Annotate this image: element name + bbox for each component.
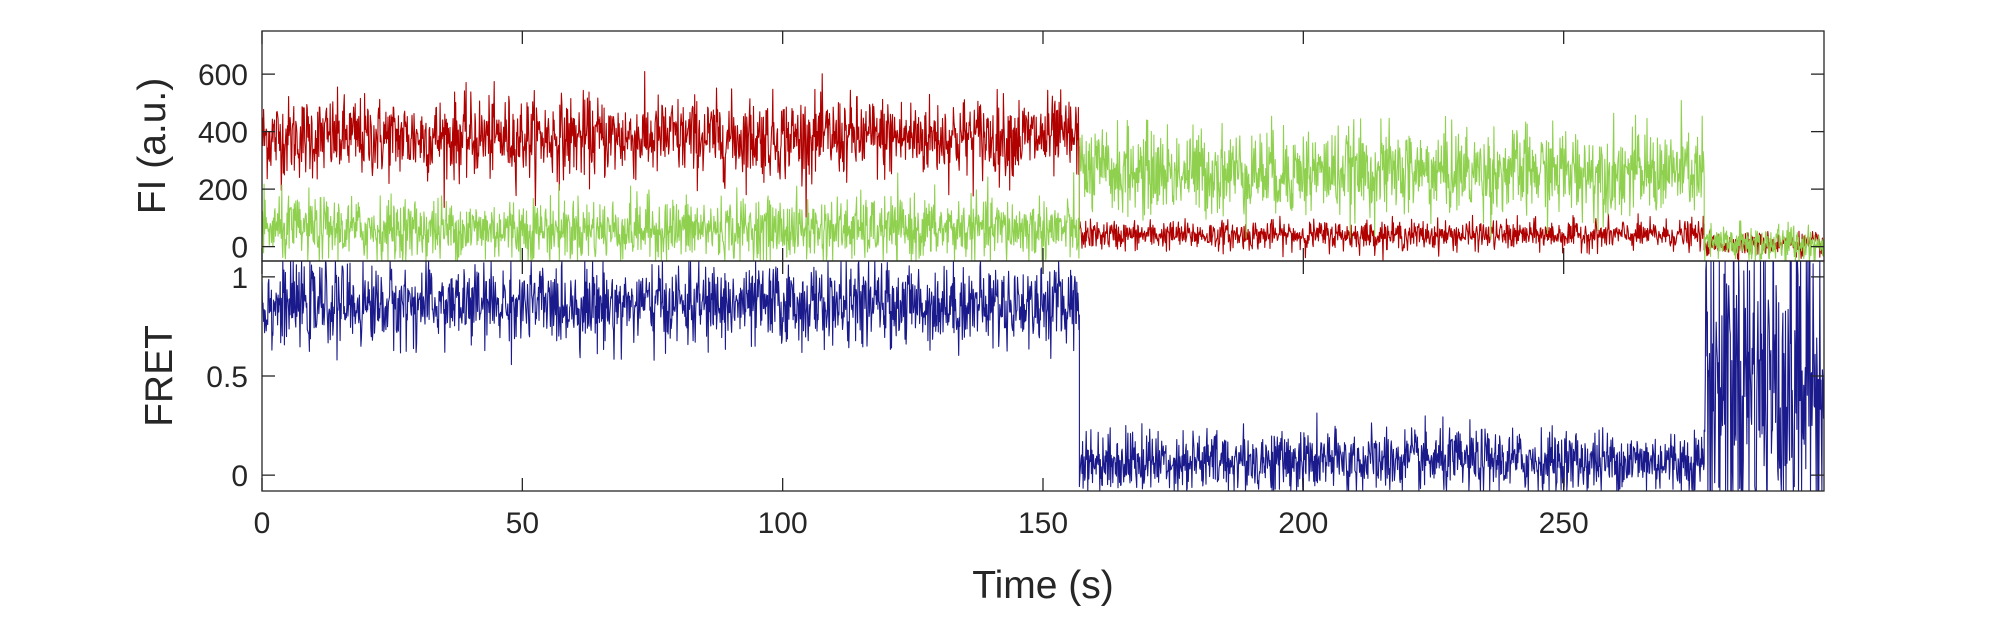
x-tick-label-1: 50 (506, 507, 539, 540)
fluorescence-traces (261, 70, 1825, 262)
fret-ticks: 0 50 100 150 200 250 0 0.5 1 (206, 261, 1824, 540)
x-tick-label-2: 100 (758, 507, 808, 540)
x-tick-label-0: 0 (254, 507, 271, 540)
fret-panel: 0 50 100 150 200 250 0 0.5 1 FRET Time (s) (138, 260, 1825, 607)
time-x-axis-label: Time (s) (972, 564, 1114, 607)
fluorescence-y-axis-label: FI (a.u.) (131, 78, 174, 215)
fret-y-axis-label: FRET (138, 325, 181, 427)
x-tick-label-3: 150 (1018, 507, 1068, 540)
fret-y-tick-label-2: 1 (231, 262, 248, 295)
fret-traces (261, 260, 1825, 492)
fret-y-tick-label-0: 0 (231, 460, 248, 493)
x-tick-label-4: 200 (1278, 507, 1328, 540)
fret-y-tick-label-1: 0.5 (206, 361, 248, 394)
x-tick-label-5: 250 (1539, 507, 1589, 540)
fluorescence-panel: 0 200 400 600 FI (a.u.) (131, 30, 1825, 265)
fluorescence-trace-1 (261, 100, 1825, 262)
fluorescence-y-tick-label-2: 400 (198, 117, 248, 150)
fluorescence-y-tick-label-1: 200 (198, 174, 248, 207)
fret-trace-0 (261, 260, 1825, 492)
fluorescence-y-tick-label-3: 600 (198, 59, 248, 92)
fluorescence-ticks: 0 200 400 600 (198, 31, 1824, 265)
fluorescence-trace-0 (261, 70, 1825, 262)
fluorescence-y-tick-label-0: 0 (231, 232, 248, 265)
